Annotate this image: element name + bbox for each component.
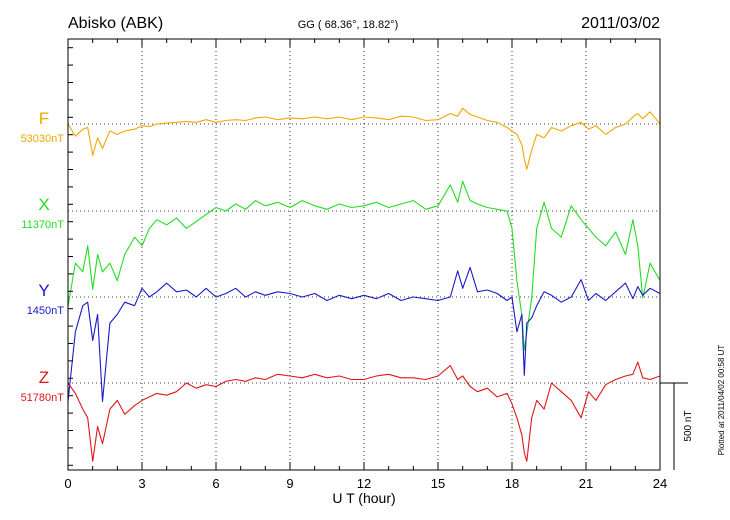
series-line-y — [67, 266, 661, 402]
y-minor-ticks — [68, 47, 73, 466]
series-line-f — [67, 107, 661, 170]
baseline-value-y: 1450nT — [27, 305, 65, 317]
x-tick-label: 12 — [357, 476, 371, 491]
x-tick-label: 18 — [505, 476, 519, 491]
baseline-value-f: 53030nT — [21, 133, 65, 145]
station-title: Abisko (ABK) — [68, 15, 163, 32]
x-tick-label: 24 — [653, 476, 667, 491]
x-tick-label: 15 — [431, 476, 445, 491]
component-labels: F 53030nT X 11370nT Y 1450nT Z 51780nT — [21, 109, 65, 404]
x-axis-label: U T (hour) — [332, 490, 395, 506]
component-label-z: Z — [39, 368, 49, 387]
baseline-value-z: 51780nT — [21, 392, 65, 404]
scale-bar-label: 500 nT — [683, 410, 694, 441]
grid-lines — [68, 39, 660, 470]
series-lines — [67, 107, 661, 462]
series-line-x — [67, 180, 661, 351]
component-label-f: F — [39, 109, 49, 128]
scale-bar: 500 nT — [660, 382, 694, 470]
x-tick-label: 6 — [212, 476, 219, 491]
geo-coordinates: GG ( 68.36°, 18.82°) — [298, 19, 399, 31]
x-axis: 0 3 6 9 12 15 18 21 24 — [64, 39, 667, 491]
series-line-z — [67, 361, 661, 462]
component-label-y: Y — [38, 281, 49, 300]
x-tick-label: 3 — [138, 476, 145, 491]
baseline-value-x: 11370nT — [21, 219, 64, 231]
plot-date: 2011/03/02 — [581, 15, 660, 32]
x-tick-label: 9 — [286, 476, 293, 491]
component-label-x: X — [38, 195, 49, 214]
x-tick-label: 0 — [64, 476, 71, 491]
plotted-note: Plotted at 2011/04/02 00:58 UT — [717, 345, 726, 456]
x-tick-label: 21 — [579, 476, 593, 491]
